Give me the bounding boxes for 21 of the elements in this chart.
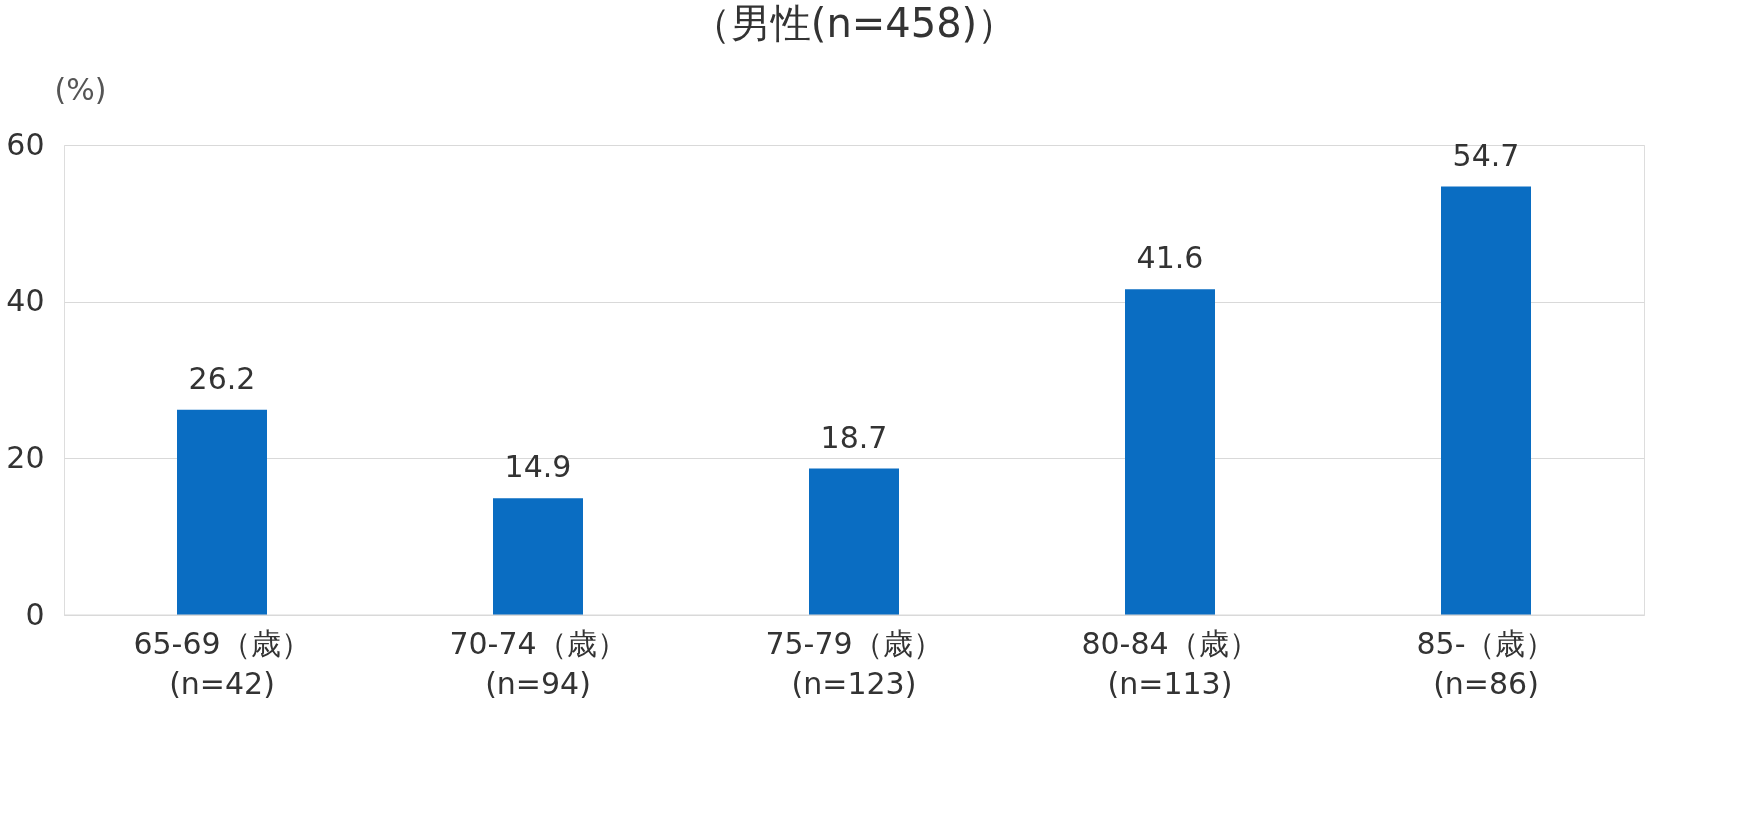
data-label: 41.6: [1136, 240, 1204, 276]
data-label: 18.7: [820, 419, 888, 455]
bar: [1125, 289, 1215, 615]
x-tick-label: 75-79（歳） (n=123): [765, 625, 943, 701]
y-axis-title: (%): [54, 71, 107, 107]
bar: [1441, 186, 1531, 615]
bar: [809, 468, 899, 615]
y-tick-label: 0: [25, 596, 45, 632]
x-tick-label: 85-（歳） (n=86): [1416, 625, 1556, 701]
y-tick-label: 60: [6, 126, 45, 162]
data-label: 26.2: [188, 360, 256, 396]
data-label: 14.9: [504, 449, 572, 485]
x-tick-label: 80-84（歳） (n=113): [1081, 625, 1259, 701]
data-label: 54.7: [1452, 137, 1520, 173]
bar: [177, 409, 267, 615]
y-tick-label: 40: [6, 283, 45, 319]
chart-title: （男性(n=458)）: [690, 0, 1018, 46]
y-tick-label: 20: [6, 439, 45, 475]
x-tick-label: 65-69（歳） (n=42): [133, 625, 311, 701]
bar: [493, 498, 583, 615]
x-tick-label: 70-74（歳） (n=94): [449, 625, 627, 701]
